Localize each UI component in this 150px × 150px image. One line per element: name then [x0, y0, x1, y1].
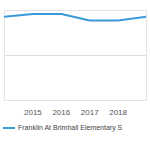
svg-text:2015: 2015	[24, 108, 42, 117]
svg-text:2016: 2016	[52, 108, 70, 117]
svg-text:2017: 2017	[81, 108, 99, 117]
html-text:Franklin At Brimhall Elementar: Franklin At Brimhall Elementary S	[18, 124, 123, 131]
svg-text:2018: 2018	[109, 108, 127, 117]
